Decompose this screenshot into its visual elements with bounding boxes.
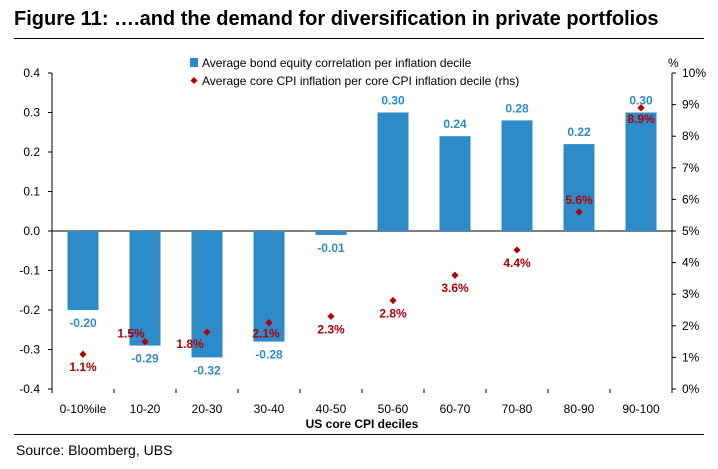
bar	[625, 112, 657, 231]
y2-tick-label: 4%	[682, 256, 700, 270]
x-tick-label: 0-10%ile	[60, 402, 107, 416]
x-tick-label: 10-20	[130, 402, 161, 416]
chart-legend: Average bond equity correlation per infl…	[190, 56, 519, 88]
y-tick-label: -0.1	[19, 264, 40, 278]
bar	[129, 231, 161, 346]
y-tick-label: -0.2	[19, 303, 40, 317]
inflation-value-label: 1.5%	[117, 327, 145, 341]
x-tick-label: 30-40	[254, 402, 285, 416]
x-tick-label: 40-50	[316, 402, 347, 416]
inflation-point	[203, 328, 211, 336]
source-rule	[14, 434, 704, 435]
x-axis-title: US core CPI deciles	[306, 417, 419, 431]
bar-value-label: -0.32	[193, 363, 221, 377]
inflation-point	[79, 350, 87, 358]
bar-value-label: -0.01	[317, 241, 345, 255]
y2-tick-label: 8%	[682, 129, 700, 143]
inflation-value-label: 8.9%	[627, 112, 655, 126]
x-tick-label: 70-80	[502, 402, 533, 416]
inflation-value-label: 2.3%	[317, 322, 345, 336]
legend-label-bar: Average bond equity correlation per infl…	[202, 56, 472, 70]
inflation-point	[327, 312, 335, 320]
inflation-point	[141, 338, 149, 346]
inflation-value-label: 4.4%	[503, 256, 531, 270]
bar-value-label: 0.30	[381, 94, 405, 108]
source-note: Source: Bloomberg, UBS	[16, 442, 173, 458]
y-tick-label: 0.3	[23, 106, 40, 120]
y2-tick-label: 0%	[682, 382, 700, 396]
bar-value-label: -0.28	[255, 348, 283, 362]
bar	[315, 231, 347, 235]
inflation-point	[513, 246, 521, 254]
inflation-value-label: 3.6%	[441, 281, 469, 295]
y2-tick-label: 7%	[682, 161, 700, 175]
bar	[501, 120, 533, 231]
y-tick-label: 0.1	[23, 185, 40, 199]
legend-swatch-bar	[190, 58, 198, 67]
inflation-point	[389, 296, 397, 305]
y2-tick-label: 9%	[682, 98, 700, 112]
bar	[67, 231, 99, 310]
y2-tick-label: 10%	[682, 66, 706, 80]
y2-unit-label: %	[668, 56, 679, 70]
bar	[377, 112, 409, 231]
inflation-value-label: 1.1%	[69, 360, 97, 374]
y2-tick-label: 6%	[682, 192, 700, 206]
data-labels: -0.20 -0.29 -0.32 -0.28 -0.01 0.30 0.24 0.28 0.2…	[69, 94, 655, 378]
bar-value-label: 0.24	[443, 117, 467, 131]
x-tick-label: 90-100	[622, 402, 660, 416]
x-tick-label: 60-70	[440, 402, 471, 416]
inflation-point	[265, 319, 273, 327]
x-tick-label: 50-60	[378, 402, 409, 416]
y-tick-label: 0.0	[23, 224, 40, 238]
bar-value-label: -0.29	[131, 352, 159, 366]
inflation-point	[575, 208, 583, 216]
chart-title: Figure 11: ….and the demand for diversif…	[14, 8, 659, 30]
y2-tick-label: 1%	[682, 350, 700, 364]
y-tick-label: 0.4	[23, 66, 40, 80]
bar-value-label: -0.20	[69, 316, 97, 330]
bar	[191, 231, 223, 358]
bar-value-label: 0.28	[505, 101, 529, 115]
y-tick-label: -0.3	[19, 343, 40, 357]
title-rule	[14, 38, 704, 39]
inflation-value-label: 1.8%	[176, 337, 204, 351]
y2-tick-label: 2%	[682, 319, 700, 333]
y-tick-label: -0.4	[19, 382, 40, 396]
legend-label-point: Average core CPI inflation per core CPI …	[202, 74, 519, 88]
x-tick-label: 20-30	[192, 402, 223, 416]
y2-tick-label: 3%	[682, 287, 700, 301]
inflation-point	[451, 271, 459, 279]
bar	[563, 144, 595, 231]
x-tick-label: 80-90	[564, 402, 595, 416]
bar-series	[67, 112, 657, 358]
inflation-value-label: 5.6%	[565, 193, 593, 207]
y-tick-label: 0.2	[23, 145, 40, 159]
y2-tick-label: 5%	[682, 224, 700, 238]
inflation-point	[637, 104, 645, 112]
inflation-value-label: 2.1%	[252, 327, 280, 341]
legend-swatch-point	[190, 77, 198, 84]
bar	[439, 136, 471, 231]
scatter-series	[79, 104, 645, 358]
chart-axes: 0.4 0.3 0.2 0.1 0.0 -0.1 -0.2 -0.3 -0.4 10% 9% 8% 7%…	[19, 56, 706, 431]
bar-value-label: 0.30	[629, 94, 653, 108]
bar-value-label: 0.22	[567, 125, 591, 139]
inflation-value-label: 2.8%	[379, 307, 407, 321]
